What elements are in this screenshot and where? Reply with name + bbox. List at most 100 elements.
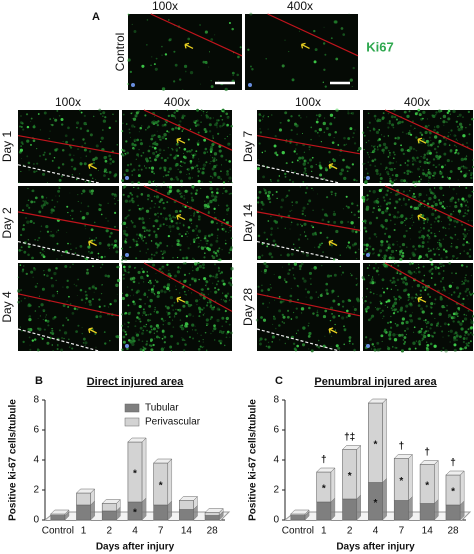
- stain-dot: [197, 236, 200, 239]
- stain-dot: [465, 199, 468, 202]
- stain-dot: [79, 162, 82, 164]
- stain-dot: [21, 249, 23, 252]
- stain-dot: [129, 136, 132, 138]
- stain-dot: [346, 247, 348, 249]
- y-tick-label: 4: [33, 455, 39, 466]
- stain-dot: [387, 135, 390, 137]
- stain-dot: [141, 332, 144, 335]
- stain-dot: [430, 139, 432, 141]
- stain-dot: [123, 232, 126, 236]
- bar-side: [434, 459, 439, 505]
- stain-dot: [364, 222, 367, 224]
- stain-dot: [278, 324, 281, 327]
- stain-dot: [367, 154, 369, 156]
- stain-dot: [51, 329, 54, 332]
- stain-dot: [324, 117, 326, 119]
- stain-dot: [205, 304, 209, 307]
- stain-dot: [447, 313, 452, 318]
- stain-dot: [152, 120, 156, 124]
- stain-dot: [207, 111, 208, 113]
- stain-dot: [124, 323, 126, 325]
- stain-dot: [389, 177, 392, 180]
- stain-dot: [437, 165, 439, 167]
- stain-dot: [427, 334, 431, 337]
- stain-dot: [471, 190, 474, 193]
- stain-dot: [92, 115, 95, 118]
- stain-dot: [302, 180, 305, 183]
- stain-dot: [204, 235, 207, 238]
- stain-dot: [442, 270, 445, 272]
- stain-dot: [315, 120, 319, 124]
- stain-dot: [463, 158, 465, 160]
- row-label: Day 28: [241, 288, 255, 326]
- stain-dot: [377, 254, 381, 257]
- stain-dot: [308, 271, 313, 275]
- stain-dot: [27, 303, 31, 307]
- stain-dot: [55, 195, 57, 197]
- panel-label: B: [35, 375, 43, 387]
- stain-dot: [387, 243, 391, 247]
- stain-dot: [447, 323, 450, 326]
- stain-dot: [362, 253, 365, 255]
- stain-dot: [313, 29, 316, 33]
- stain-dot: [51, 123, 54, 127]
- stain-dot: [167, 19, 170, 21]
- stain-dot: [79, 109, 81, 112]
- stain-dot: [396, 241, 398, 243]
- stain-dot: [150, 258, 152, 261]
- stain-dot: [153, 134, 156, 137]
- stain-dot: [204, 200, 206, 202]
- stain-dot: [455, 138, 458, 140]
- stain-dot: [418, 176, 421, 178]
- stain-dot: [148, 304, 152, 308]
- stain-dot: [223, 344, 226, 347]
- stain-dot: [146, 343, 148, 345]
- micrograph: [122, 110, 232, 183]
- stain-dot: [464, 279, 467, 282]
- stain-dot: [259, 337, 263, 341]
- stain-dot: [457, 307, 461, 310]
- stain-dot: [278, 275, 282, 279]
- stain-dot: [381, 117, 385, 120]
- stain-dot: [288, 178, 292, 181]
- stain-dot: [210, 233, 214, 236]
- stain-dot: [137, 168, 140, 171]
- stain-dot: [205, 131, 207, 134]
- stain-dot: [324, 53, 327, 56]
- stain-dot: [411, 156, 415, 160]
- stain-dot: [200, 109, 203, 111]
- stain-dot: [34, 196, 38, 200]
- stain-dot: [464, 276, 466, 279]
- stain-dot: [404, 310, 407, 313]
- stain-dot: [442, 264, 445, 267]
- stain-dot: [135, 332, 137, 334]
- stain-dot: [227, 292, 229, 294]
- stain-dot: [308, 322, 310, 325]
- stain-dot: [465, 342, 468, 345]
- stain-dot: [173, 80, 176, 83]
- stain-dot: [379, 174, 381, 176]
- stain-dot: [377, 208, 381, 212]
- stain-dot: [206, 287, 210, 291]
- stain-dot: [352, 343, 354, 345]
- stain-dot: [421, 279, 425, 283]
- stain-dot: [197, 347, 201, 351]
- arrow: [300, 42, 310, 49]
- stain-dot: [184, 293, 186, 295]
- stain-dot: [220, 178, 223, 181]
- bar-segment: [419, 503, 435, 521]
- stain-dot: [109, 247, 111, 249]
- stain-dot: [407, 169, 411, 173]
- stain-dot: [381, 211, 385, 215]
- stain-dot: [278, 309, 282, 313]
- stain-dot: [297, 238, 301, 241]
- stain-dot: [206, 205, 210, 209]
- stain-dot: [318, 127, 323, 132]
- stain-dot: [70, 344, 72, 346]
- stain-dot: [460, 203, 463, 206]
- stain-dot: [298, 246, 301, 249]
- stain-dot: [430, 263, 434, 266]
- stain-dot: [432, 208, 434, 211]
- stain-dot: [152, 263, 156, 267]
- stain-dot: [340, 27, 344, 30]
